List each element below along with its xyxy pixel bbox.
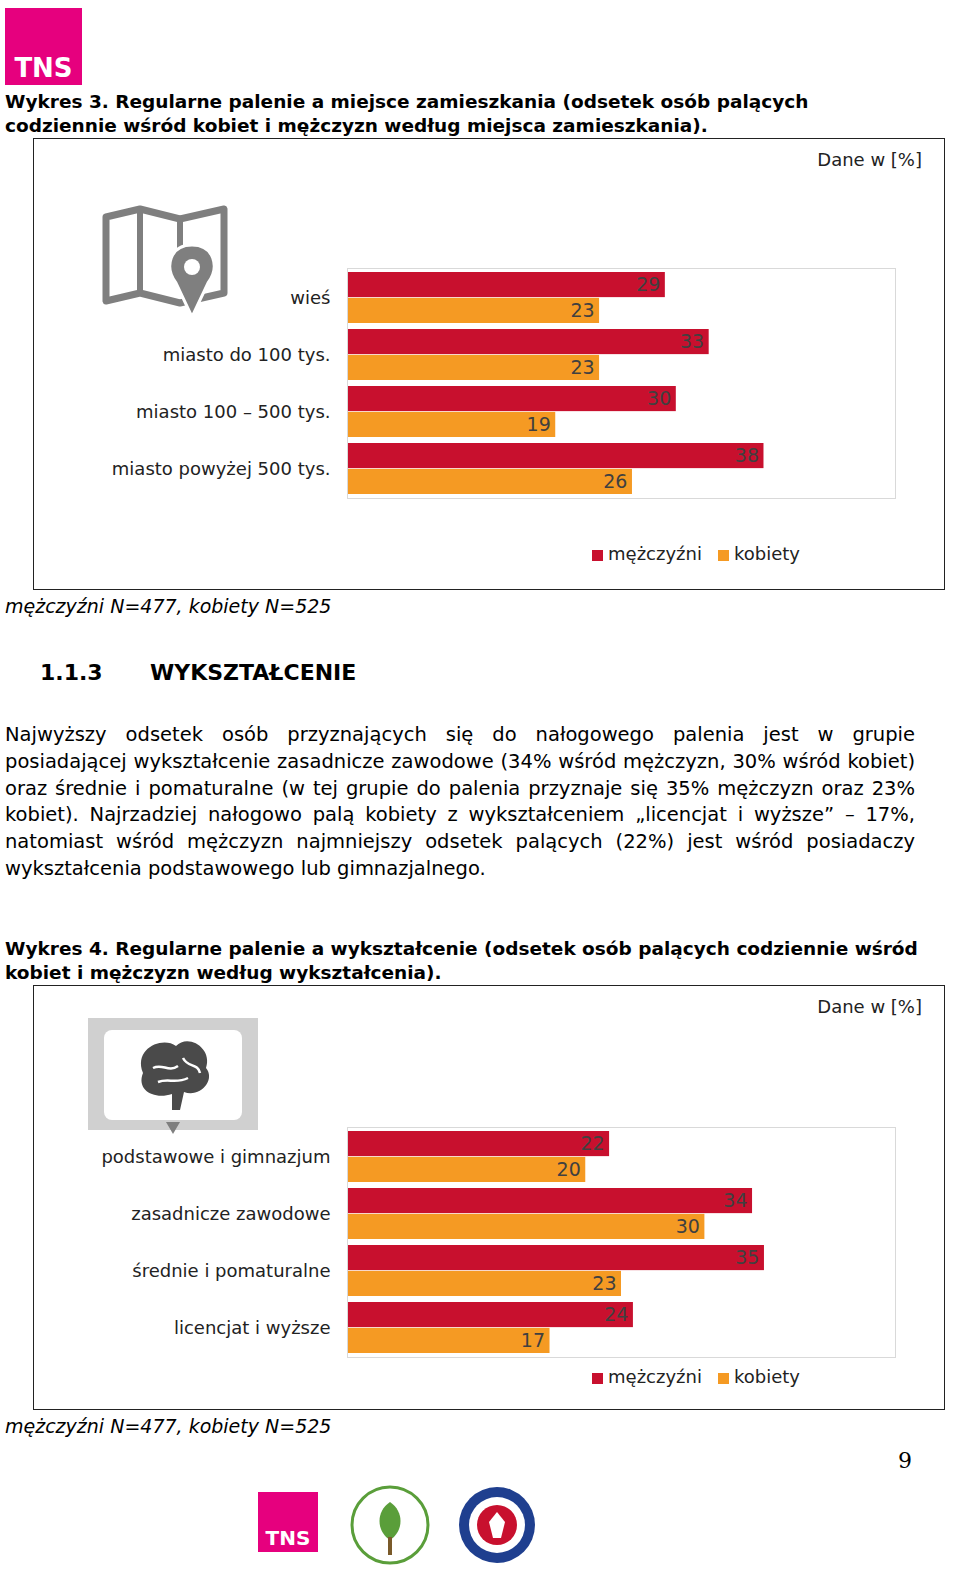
html-text:kobiety: kobiety xyxy=(734,1366,800,1387)
html-text:Dane w [%]: Dane w [%] xyxy=(817,149,922,170)
html-text:mężczyźni: mężczyźni xyxy=(608,543,702,564)
svg-text:38: 38 xyxy=(735,444,759,466)
html-text:TNS: TNS xyxy=(14,53,73,83)
html-text:Najwyższy odsetek osób przyzna: Najwyższy odsetek osób przyznających się… xyxy=(5,723,915,880)
html-text:Dane w [%]: Dane w [%] xyxy=(817,996,922,1017)
svg-text:podstawowe i gimnazjum: podstawowe i gimnazjum xyxy=(101,1146,330,1167)
svg-text:22: 22 xyxy=(580,1132,604,1154)
html-text:TNS: TNS xyxy=(265,1526,311,1550)
svg-text:średnie i pomaturalne: średnie i pomaturalne xyxy=(132,1260,330,1281)
svg-text:wieś: wieś xyxy=(290,287,330,308)
html-text:kobiety: kobiety xyxy=(734,543,800,564)
svg-text:miasto 100 – 500 tys.: miasto 100 – 500 tys. xyxy=(136,401,330,422)
svg-text:licencjat i wyższe: licencjat i wyższe xyxy=(174,1317,331,1338)
svg-text:17: 17 xyxy=(521,1329,545,1351)
html-text:Wykres 3. Regularne palenie a: Wykres 3. Regularne palenie a miejsce za… xyxy=(5,91,809,136)
svg-text:miasto powyżej 500 tys.: miasto powyżej 500 tys. xyxy=(112,458,331,479)
svg-text:24: 24 xyxy=(604,1303,628,1325)
html-text:1.1.3: 1.1.3 xyxy=(40,660,103,685)
html-text:mężczyźni N=477, kobiety N=525: mężczyźni N=477, kobiety N=525 xyxy=(5,595,332,617)
svg-text:33: 33 xyxy=(680,330,704,352)
svg-text:26: 26 xyxy=(603,470,627,492)
svg-text:20: 20 xyxy=(557,1158,581,1180)
html-text:WYKSZTAŁCENIE: WYKSZTAŁCENIE xyxy=(150,660,357,685)
svg-text:19: 19 xyxy=(527,413,551,435)
svg-text:zasadnicze zawodowe: zasadnicze zawodowe xyxy=(131,1203,330,1224)
html-text:9: 9 xyxy=(898,1448,912,1473)
html-text:Wykres 4. Regularne palenie a: Wykres 4. Regularne palenie a wykształce… xyxy=(5,938,918,983)
svg-text:30: 30 xyxy=(647,387,671,409)
svg-text:34: 34 xyxy=(723,1189,747,1211)
svg-text:23: 23 xyxy=(570,299,594,321)
svg-text:29: 29 xyxy=(636,273,660,295)
svg-text:23: 23 xyxy=(592,1272,616,1294)
svg-text:35: 35 xyxy=(735,1246,759,1268)
html-text:mężczyźni: mężczyźni xyxy=(608,1366,702,1387)
svg-text:30: 30 xyxy=(676,1215,700,1237)
svg-text:23: 23 xyxy=(570,356,594,378)
html-text:mężczyźni N=477, kobiety N=525: mężczyźni N=477, kobiety N=525 xyxy=(5,1415,332,1437)
svg-text:miasto do 100 tys.: miasto do 100 tys. xyxy=(163,344,331,365)
